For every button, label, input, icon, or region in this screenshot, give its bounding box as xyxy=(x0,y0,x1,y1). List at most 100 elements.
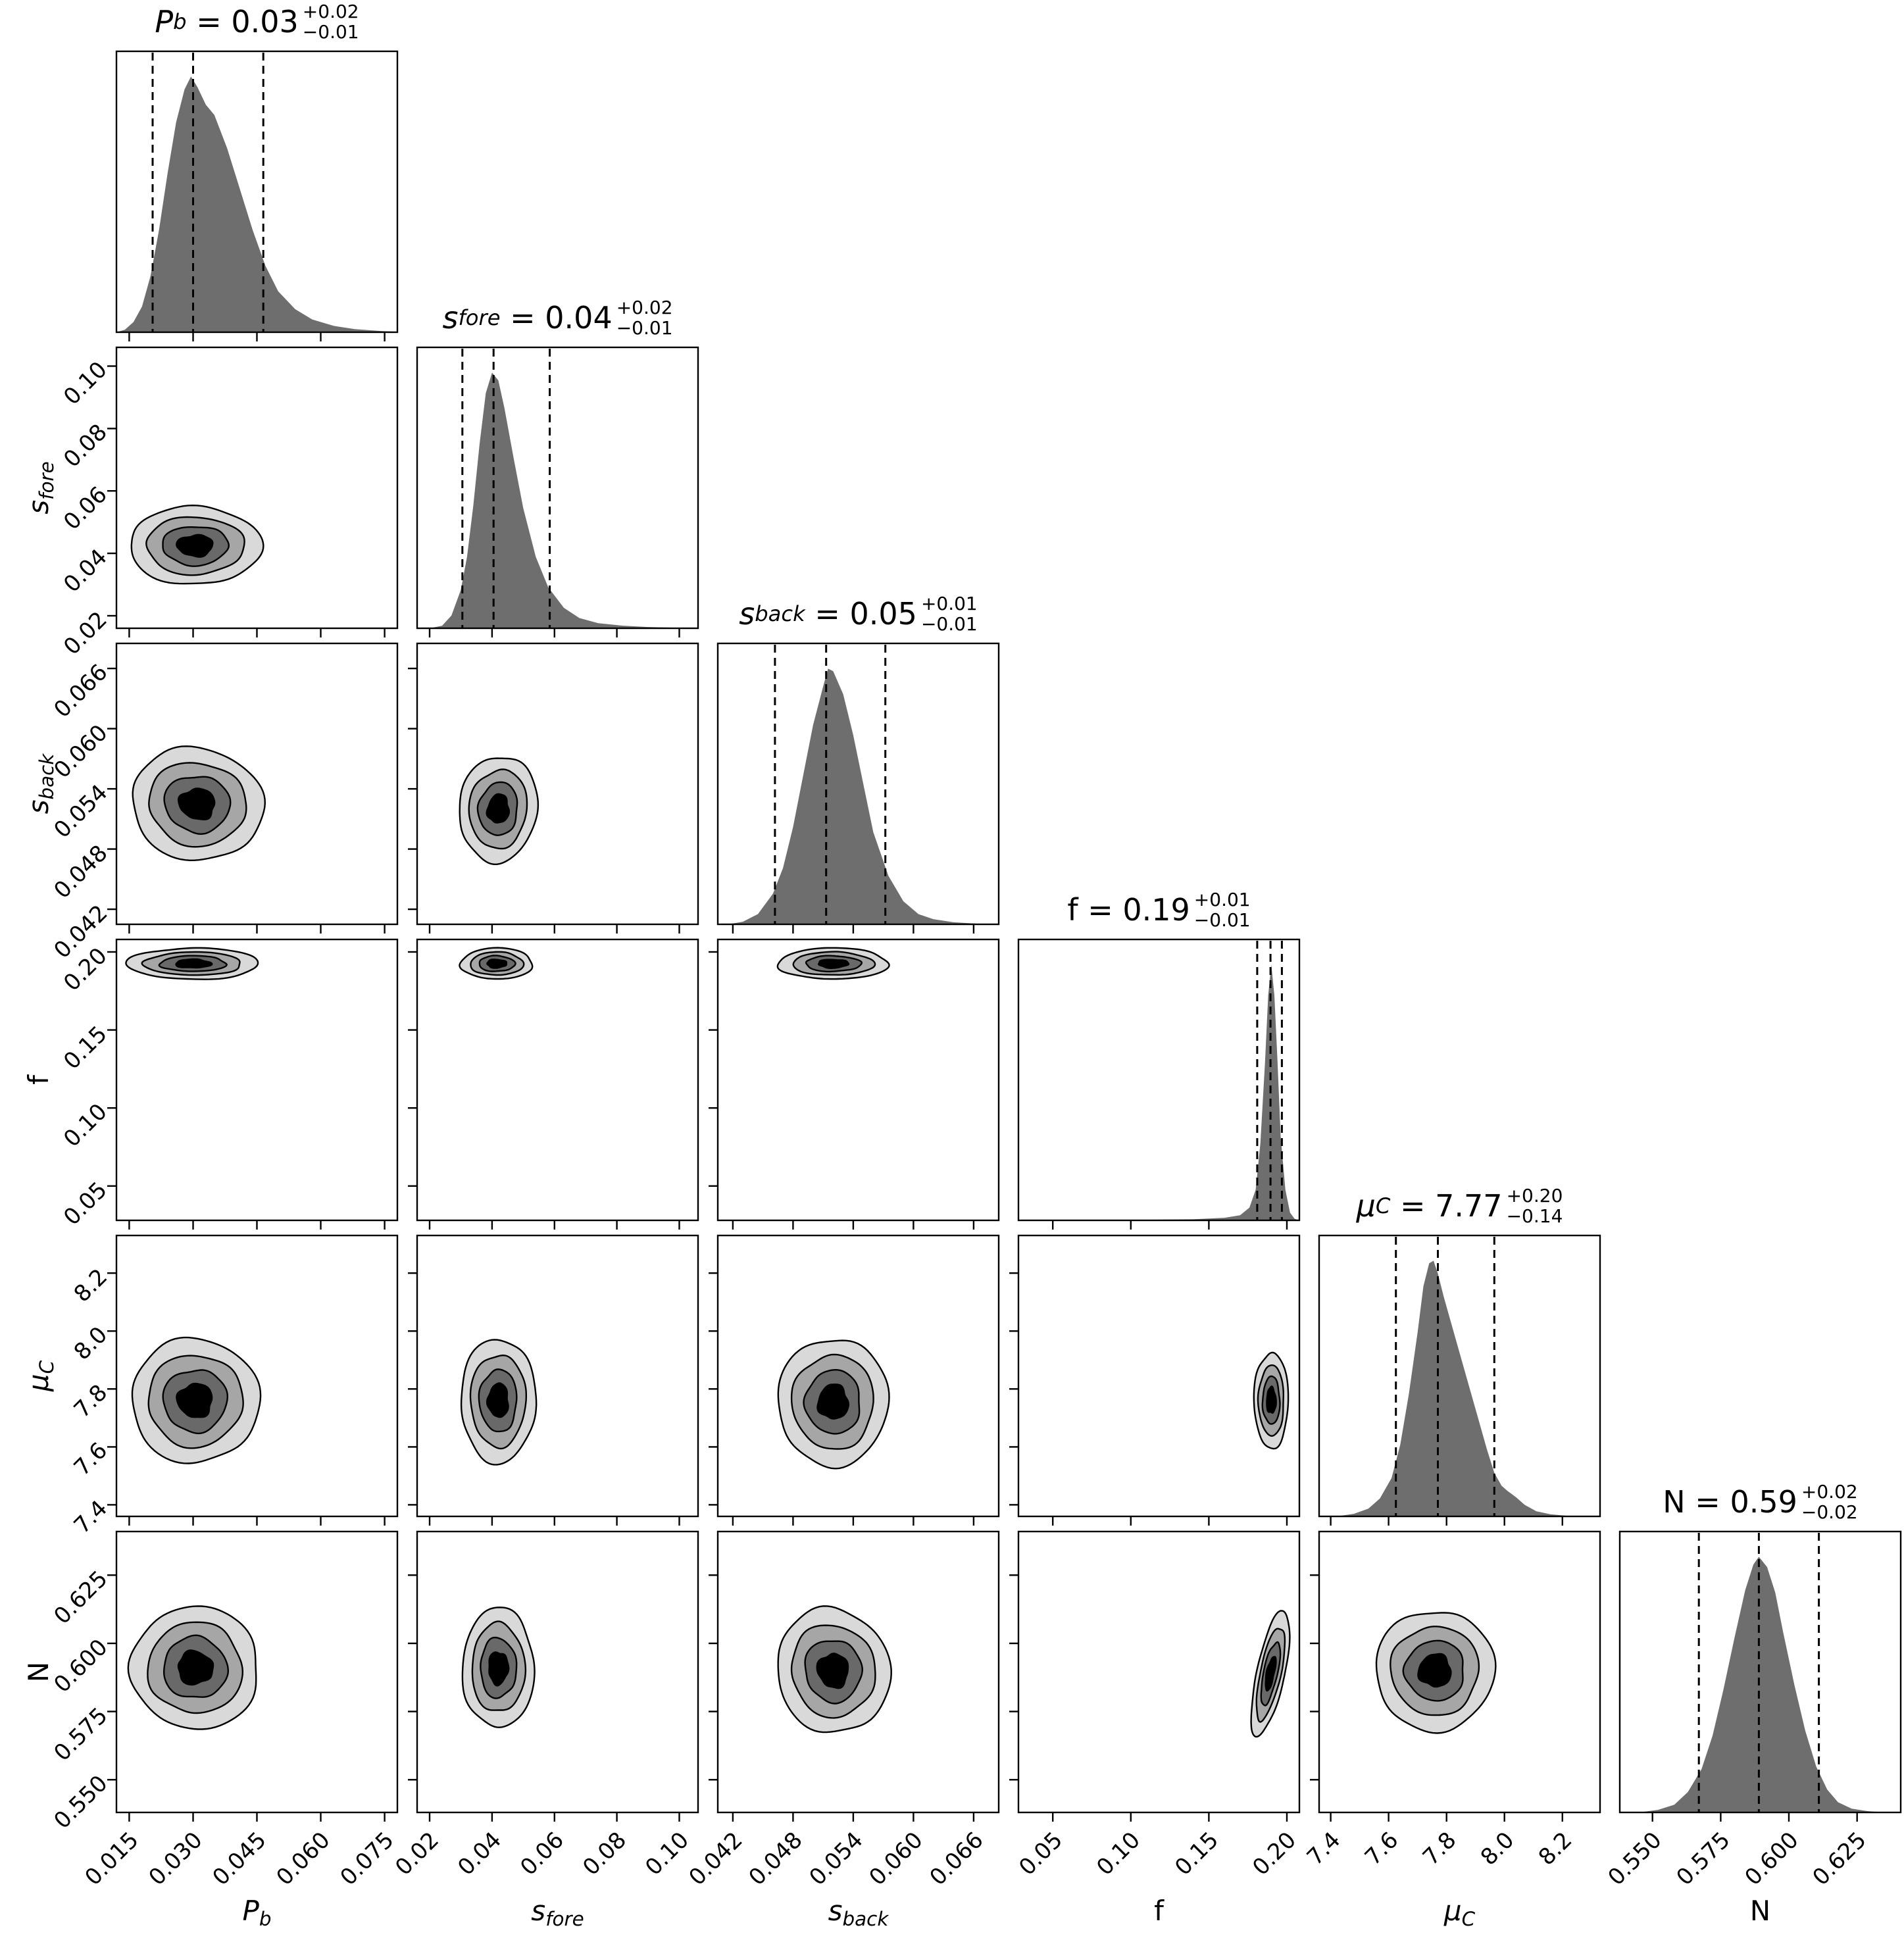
param-subscript: C xyxy=(36,1360,59,1374)
panel-border xyxy=(115,938,399,1222)
title-uncertainty: +0.02 −0.01 xyxy=(302,0,359,43)
contour-group xyxy=(459,757,539,866)
title-uncertainty: +0.20 −0.14 xyxy=(1506,1184,1563,1227)
x-tick-label-sback: 0.054 xyxy=(804,1827,868,1891)
title-uncertainty: +0.01 −0.01 xyxy=(1194,889,1251,930)
y-tick-label-sback: 0.048 xyxy=(49,839,113,904)
x-axis-label-muC: μC xyxy=(1319,1895,1600,1930)
x-tick-label-sfore: 0.04 xyxy=(453,1827,507,1881)
y-tick-label-f: 0.05 xyxy=(59,1176,113,1231)
y-tick-label-muC: 7.8 xyxy=(68,1380,113,1424)
minus-error: −0.01 xyxy=(302,21,359,43)
y-axis-label-sfore: sfore xyxy=(22,347,58,628)
panel-border xyxy=(716,642,1000,926)
param-subscript: fore xyxy=(458,305,501,330)
param-subscript: back xyxy=(755,601,805,626)
y-tick-label-sfore: 0.08 xyxy=(59,419,113,474)
panel-border xyxy=(115,642,399,926)
minus-error: −0.01 xyxy=(920,613,978,635)
param-symbol: P xyxy=(155,4,174,39)
panel-border xyxy=(1017,1530,1301,1814)
x-tick-label-N: 0.600 xyxy=(1740,1827,1804,1891)
y-tick-label-sfore: 0.06 xyxy=(59,482,113,536)
contour-panel-muC-vs-sfore xyxy=(408,1234,699,1526)
x-tick-label-sfore: 0.08 xyxy=(578,1827,632,1881)
title-equals: = 0.59 xyxy=(1685,1484,1797,1520)
param-subscript: b xyxy=(259,1908,272,1931)
contour-group xyxy=(459,947,534,980)
plus-error: +0.02 xyxy=(302,0,359,22)
param-subscript: back xyxy=(842,1908,889,1931)
contour-panel-sback-vs-Pb xyxy=(107,642,399,934)
contour-level-4 xyxy=(486,1382,509,1418)
param-symbol: f xyxy=(1067,892,1078,928)
param-symbol: P xyxy=(242,1895,259,1927)
contour-panel-N-vs-f xyxy=(1009,1530,1301,1822)
y-tick-label-muC: 8.0 xyxy=(68,1322,113,1366)
contour-level-4 xyxy=(175,958,213,969)
panel-border xyxy=(416,938,699,1222)
y-axis-label-sback: sback xyxy=(22,643,58,924)
y-axis-label-muC: μC xyxy=(22,1235,58,1516)
diagonal-title-N: N = 0.59 +0.02 −0.02 xyxy=(1593,1476,1904,1528)
histogram-N xyxy=(1620,1557,1901,1812)
contour-panel-N-vs-sfore xyxy=(408,1530,699,1822)
diagonal-title-sback: s back = 0.05 +0.01 −0.01 xyxy=(691,588,1025,639)
y-axis-label-f: f xyxy=(22,939,55,1220)
contour-panel-N-vs-sback xyxy=(709,1530,1000,1822)
y-tick-label-sback: 0.066 xyxy=(49,659,113,724)
panel-border xyxy=(416,346,699,630)
contour-group xyxy=(1250,1610,1291,1738)
contour-panel-sfore-vs-Pb xyxy=(107,346,399,637)
x-tick-label-muC: 7.6 xyxy=(1359,1827,1403,1871)
panel-border xyxy=(115,50,399,334)
minus-error: −0.01 xyxy=(616,317,673,339)
minus-error: −0.14 xyxy=(1506,1205,1563,1227)
title-equals: = 0.19 xyxy=(1078,892,1190,928)
panel-border xyxy=(1318,1234,1601,1518)
x-tick-label-muC: 7.4 xyxy=(1301,1827,1345,1871)
histogram-Pb xyxy=(116,76,397,333)
contour-level-4 xyxy=(1266,1385,1277,1414)
contour-level-4 xyxy=(1265,1656,1277,1692)
y-tick-label-N: 0.575 xyxy=(49,1702,113,1766)
x-tick-label-sback: 0.066 xyxy=(924,1827,989,1891)
y-tick-label-N: 0.550 xyxy=(49,1770,113,1835)
y-tick-label-muC: 8.2 xyxy=(68,1264,113,1308)
contour-panel-muC-vs-Pb xyxy=(107,1234,399,1526)
y-tick-label-sback: 0.054 xyxy=(49,779,113,844)
histogram-sfore xyxy=(417,372,698,628)
x-tick-label-f: 0.10 xyxy=(1091,1827,1146,1881)
contour-group xyxy=(777,1605,892,1733)
param-symbol: s xyxy=(828,1895,843,1927)
contour-group xyxy=(460,1339,538,1466)
y-tick-label-sback: 0.060 xyxy=(49,719,113,784)
y-tick-label-N: 0.625 xyxy=(49,1566,113,1630)
panel-border xyxy=(716,1530,1000,1814)
x-axis-label-f: f xyxy=(1018,1895,1299,1927)
contour-panel-f-vs-sfore xyxy=(408,938,699,1230)
param-symbol: N xyxy=(22,1661,55,1683)
x-tick-label-N: 0.575 xyxy=(1671,1827,1736,1891)
param-symbol: N xyxy=(1749,1895,1771,1927)
plus-error: +0.01 xyxy=(920,592,978,614)
diagonal-title-f: f = 0.19 +0.01 −0.01 xyxy=(992,884,1326,935)
contour-level-4 xyxy=(486,793,511,824)
x-tick-label-N: 0.625 xyxy=(1807,1827,1872,1891)
contour-level-4 xyxy=(177,787,216,821)
x-tick-label-muC: 8.0 xyxy=(1475,1827,1520,1871)
x-tick-label-sfore: 0.02 xyxy=(390,1827,445,1881)
title-equals: = 0.04 xyxy=(500,300,613,336)
contour-group xyxy=(125,947,259,980)
title-uncertainty: +0.02 −0.02 xyxy=(1801,1481,1858,1522)
panel-border xyxy=(1618,1530,1902,1814)
x-tick-label-f: 0.20 xyxy=(1247,1827,1302,1881)
panel-border xyxy=(115,346,399,630)
contour-panel-muC-vs-f xyxy=(1009,1234,1301,1526)
plus-error: +0.20 xyxy=(1506,1184,1563,1207)
panel-border xyxy=(416,1530,699,1814)
x-tick-label-sback: 0.042 xyxy=(684,1827,748,1891)
contour-level-4 xyxy=(816,1383,850,1420)
y-tick-label-f: 0.15 xyxy=(59,1020,113,1075)
